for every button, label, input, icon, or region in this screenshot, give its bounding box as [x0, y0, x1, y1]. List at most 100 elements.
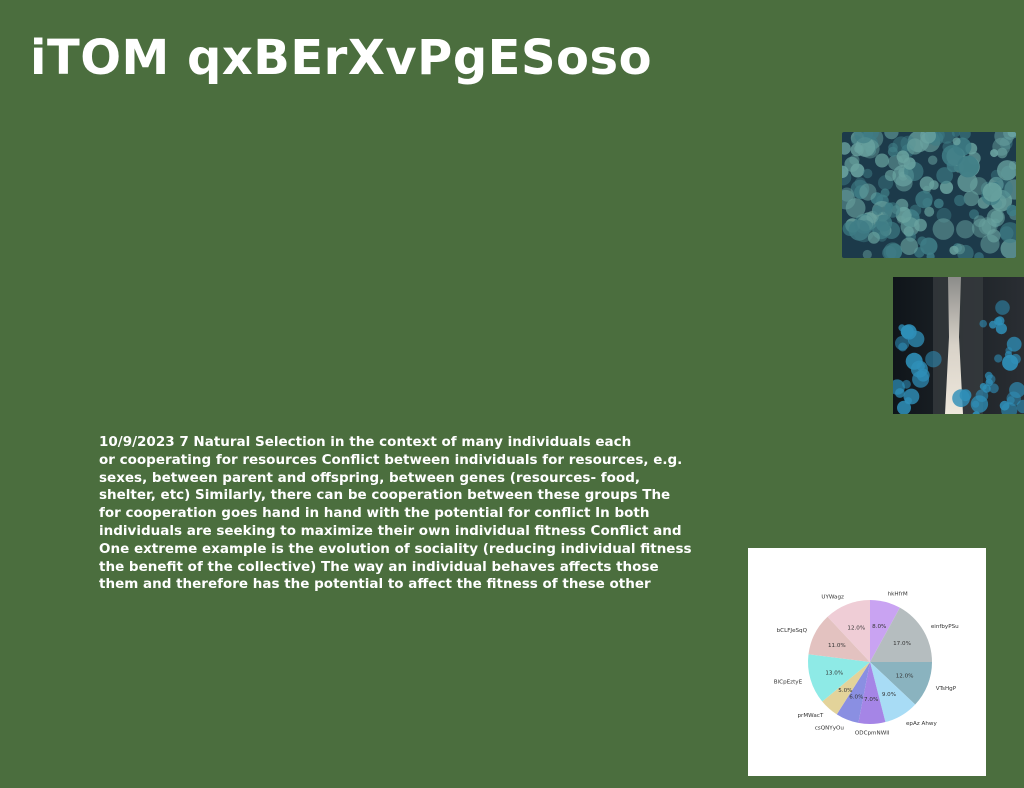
tree-canopy-shape: [972, 411, 980, 414]
tree-canopy-shape: [982, 182, 1002, 202]
tree-canopy-shape: [994, 354, 1003, 363]
tree-canopy-shape: [979, 319, 987, 328]
tree-canopy-shape: [992, 137, 1011, 156]
pie-slice-percent-label: 7.0%: [864, 697, 878, 703]
tree-canopy-shape: [862, 168, 873, 179]
pie-slice: [836, 662, 870, 723]
body-text-line: One extreme example is the evolution of …: [99, 540, 692, 557]
tree-canopy-shape: [862, 249, 872, 258]
tree-canopy-shape: [842, 142, 851, 155]
pie-slice-percent-label: 12.0%: [847, 625, 865, 631]
tree-canopy-shape: [973, 215, 986, 228]
waterfall-forest-image: [893, 277, 1024, 414]
tree-canopy-shape: [854, 132, 874, 144]
forest-aerial-image: [842, 132, 1016, 258]
pie-chart-card: 8.0% hkHfrM 17.0% einfbyPSu 12.0% VTsHgP 9.0% e…: [748, 548, 986, 776]
tree-canopy-shape: [1016, 399, 1024, 414]
pie-slice-category-label: bCLFJeSqQ: [777, 628, 808, 634]
tree-canopy-shape: [989, 383, 999, 394]
tree-canopy-shape: [956, 220, 975, 239]
pie-slice-category-label: epAz Ahwy: [906, 721, 937, 727]
tree-canopy-shape: [979, 383, 987, 390]
tree-canopy-shape: [1002, 354, 1019, 371]
tree-canopy-shape: [860, 139, 880, 159]
tree-canopy-shape: [849, 154, 860, 165]
tree-canopy-shape: [903, 388, 920, 405]
pie-slice: [822, 662, 870, 715]
tree-canopy-shape: [952, 389, 970, 408]
tree-canopy-shape: [941, 145, 964, 167]
tree-canopy-shape: [872, 205, 883, 215]
tree-canopy-shape: [938, 132, 955, 144]
body-text: 10/9/2023 7 Natural Selection in the con…: [99, 434, 739, 594]
tree-canopy-shape: [867, 231, 880, 244]
pie-slice-percent-label: 12.0%: [896, 674, 914, 680]
pie-slice-percent-label: 6.0%: [849, 695, 863, 701]
forest-aerial-photo: [842, 132, 1016, 258]
tree-canopy-shape: [884, 132, 899, 140]
tree-canopy-shape: [949, 245, 959, 255]
tree-canopy-shape: [1000, 238, 1016, 258]
body-text-line: the benefit of the collective) The way a…: [99, 558, 659, 575]
tree-canopy-shape: [972, 400, 980, 408]
tree-canopy-shape: [990, 149, 999, 158]
body-text-line: sexes, between parent and offspring, bet…: [99, 469, 640, 486]
tree-canopy-shape: [900, 237, 918, 255]
tree-canopy-shape: [933, 198, 944, 209]
pie-slice-category-label: BlCpEztyE: [774, 680, 803, 686]
tree-canopy-shape: [915, 190, 933, 209]
tree-canopy-shape: [895, 174, 913, 192]
tree-canopy-shape: [875, 214, 893, 232]
tree-canopy-shape: [897, 215, 906, 224]
tree-canopy-shape: [963, 190, 979, 207]
pie-slice: [870, 662, 916, 723]
pie-slice: [858, 662, 886, 724]
tree-canopy-shape: [906, 138, 923, 155]
tree-canopy-shape: [975, 389, 989, 402]
tree-canopy-shape: [957, 155, 980, 178]
tree-canopy-shape: [971, 218, 992, 238]
tree-canopy-shape: [952, 137, 961, 146]
pie-slice-percent-label: 5.0%: [838, 688, 852, 694]
tree-canopy-shape: [909, 204, 922, 217]
tree-canopy-shape: [844, 156, 860, 172]
tree-canopy-shape: [842, 187, 855, 202]
tree-canopy-shape: [995, 316, 1005, 326]
waterfall-forest-photo: [893, 277, 1024, 414]
pie-chart: 8.0% hkHfrM 17.0% einfbyPSu 12.0% VTsHgP 9.0% e…: [774, 592, 959, 737]
pie-slice-category-label: hkHfrM: [888, 592, 908, 598]
body-text-line: them and therefore has the potential to …: [99, 576, 651, 593]
tree-canopy-shape: [999, 222, 1016, 244]
pie-slice-category-label: ODCpmNWII: [855, 731, 890, 737]
pie-slice-percent-label: 9.0%: [882, 692, 896, 698]
pie-slice-percent-label: 8.0%: [872, 624, 886, 630]
tree-canopy-shape: [995, 323, 1007, 335]
tree-canopy-shape: [920, 132, 936, 144]
tree-canopy-shape: [1008, 161, 1016, 170]
tree-canopy-shape: [932, 218, 955, 240]
tree-canopy-shape: [928, 155, 938, 165]
pie-slice: [870, 662, 932, 705]
pie-slice-percent-label: 13.0%: [825, 670, 843, 676]
tree-canopy-shape: [1006, 204, 1016, 217]
tree-canopy-shape: [895, 336, 910, 351]
body-text-line: individuals are seeking to maximize thei…: [99, 522, 682, 539]
tree-canopy-shape: [925, 351, 942, 368]
tree-canopy-shape: [986, 208, 1005, 227]
tree-canopy-shape: [895, 388, 905, 398]
tree-canopy-shape: [1009, 382, 1024, 398]
tree-canopy-shape: [939, 180, 954, 194]
tree-canopy-shape: [1005, 347, 1013, 354]
tree-canopy-shape: [936, 167, 954, 184]
tree-canopy-shape: [1003, 132, 1016, 140]
body-text-line: 10/9/2023 7 Natural Selection in the con…: [99, 434, 632, 450]
tree-canopy-shape: [845, 198, 866, 218]
tree-canopy-shape: [887, 146, 898, 157]
tree-canopy-shape: [974, 252, 984, 258]
tree-canopy-shape: [875, 153, 889, 168]
tree-canopy-shape: [897, 400, 911, 414]
pie-slice: [808, 616, 870, 662]
tree-canopy-shape: [910, 360, 928, 378]
tree-canopy-shape: [882, 245, 897, 258]
tree-canopy-shape: [842, 221, 858, 237]
